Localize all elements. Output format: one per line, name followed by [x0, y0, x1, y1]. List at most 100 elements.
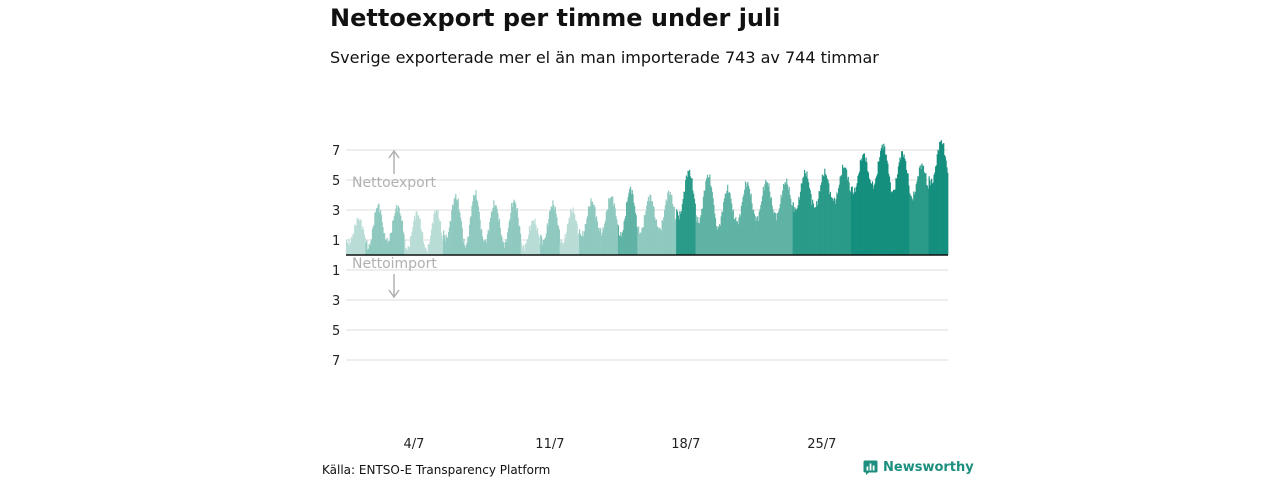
hour-bar: [454, 197, 456, 255]
hour-bar: [795, 210, 798, 255]
hour-bar: [528, 235, 530, 255]
hour-bar: [808, 187, 810, 255]
hour-bar: [560, 239, 562, 255]
hour-bar: [780, 194, 782, 255]
hour-bar: [864, 161, 866, 255]
hour-bar: [439, 221, 442, 255]
hour-bar: [873, 185, 875, 255]
hour-bar: [586, 218, 588, 255]
hour-bar: [758, 211, 760, 255]
hour-bar: [430, 235, 432, 255]
hour-bar: [541, 245, 543, 255]
hour-bar: [629, 188, 631, 255]
hour-bar: [453, 198, 455, 255]
hour-bar: [569, 217, 571, 255]
hour-bar: [422, 241, 425, 255]
hour-bar: [458, 209, 460, 255]
hour-bar: [565, 237, 567, 255]
hour-bar: [791, 205, 793, 255]
hour-bar: [911, 198, 913, 255]
hour-bar: [736, 221, 738, 255]
hour-bar: [883, 143, 885, 255]
hour-bar: [607, 209, 609, 255]
hour-bar: [426, 250, 428, 255]
hour-bar: [588, 206, 590, 255]
hour-bar: [847, 176, 849, 255]
hour-bar: [797, 205, 799, 255]
hour-bar: [774, 212, 776, 255]
hour-bar: [602, 226, 604, 255]
chart-title: Nettoexport per timme under juli: [330, 4, 781, 32]
hour-bar: [829, 194, 831, 255]
hour-bar: [600, 228, 602, 255]
hour-bar: [528, 226, 531, 255]
hour-bar: [646, 205, 648, 255]
hour-bar: [507, 232, 509, 255]
hour-bar: [397, 205, 399, 255]
hour-bar: [467, 236, 469, 255]
hour-bar: [595, 218, 597, 255]
hour-bar: [644, 215, 646, 255]
hour-bar: [469, 217, 471, 255]
hour-bar: [742, 196, 744, 255]
hour-bar: [795, 208, 797, 255]
hour-bar: [447, 232, 450, 255]
hour-bar: [863, 153, 866, 255]
hour-bar: [807, 178, 809, 255]
hour-bar: [841, 174, 843, 255]
hour-bar: [926, 185, 929, 255]
hour-bar: [918, 167, 921, 255]
hour-bar: [944, 156, 946, 255]
hour-bar: [892, 189, 895, 255]
hour-bar: [372, 226, 374, 255]
hour-bar: [578, 232, 580, 255]
hour-bar: [356, 217, 358, 255]
hour-bar: [834, 203, 836, 255]
hour-bar: [628, 192, 630, 255]
hour-bar: [413, 221, 415, 255]
hour-bar: [867, 172, 870, 255]
hour-bar: [855, 186, 857, 255]
hour-bar: [826, 178, 828, 255]
hour-bar: [811, 205, 813, 255]
hour-bar: [678, 219, 680, 255]
hour-bar: [642, 227, 645, 255]
hour-bar: [831, 197, 833, 255]
hour-bar: [716, 229, 718, 255]
hour-bar: [738, 217, 740, 255]
hour-bar: [371, 239, 373, 255]
hour-bar: [753, 209, 755, 255]
hour-bar: [574, 214, 576, 255]
hour-bar: [687, 170, 689, 255]
hour-bar: [849, 190, 851, 255]
hour-bar: [801, 183, 803, 255]
hour-bar: [676, 209, 678, 255]
hour-bar: [359, 219, 361, 255]
y-tick-label: 3: [332, 204, 340, 219]
hour-bar: [816, 201, 818, 255]
hour-bar: [757, 216, 759, 255]
hour-bar: [709, 174, 711, 255]
hour-bar: [474, 194, 476, 255]
hour-bar: [392, 220, 394, 255]
hour-bar: [773, 213, 775, 255]
hour-bar: [747, 181, 749, 255]
hour-bar: [533, 223, 535, 255]
hour-bar: [593, 204, 595, 255]
hour-bar: [381, 222, 383, 255]
hour-bar: [884, 154, 887, 255]
hour-bar: [387, 242, 389, 255]
hour-bar: [430, 229, 433, 255]
hour-bar: [929, 180, 931, 255]
hour-bar: [867, 171, 869, 255]
hour-bar: [676, 211, 679, 255]
hour-bar: [783, 184, 785, 255]
hour-bar: [947, 172, 949, 255]
hour-bar: [756, 217, 758, 255]
hour-bar: [421, 232, 423, 255]
hour-bar: [523, 244, 525, 255]
hour-bar: [737, 224, 739, 255]
hour-bar: [767, 186, 769, 255]
hour-bar: [833, 197, 836, 255]
hour-bar: [434, 210, 436, 255]
